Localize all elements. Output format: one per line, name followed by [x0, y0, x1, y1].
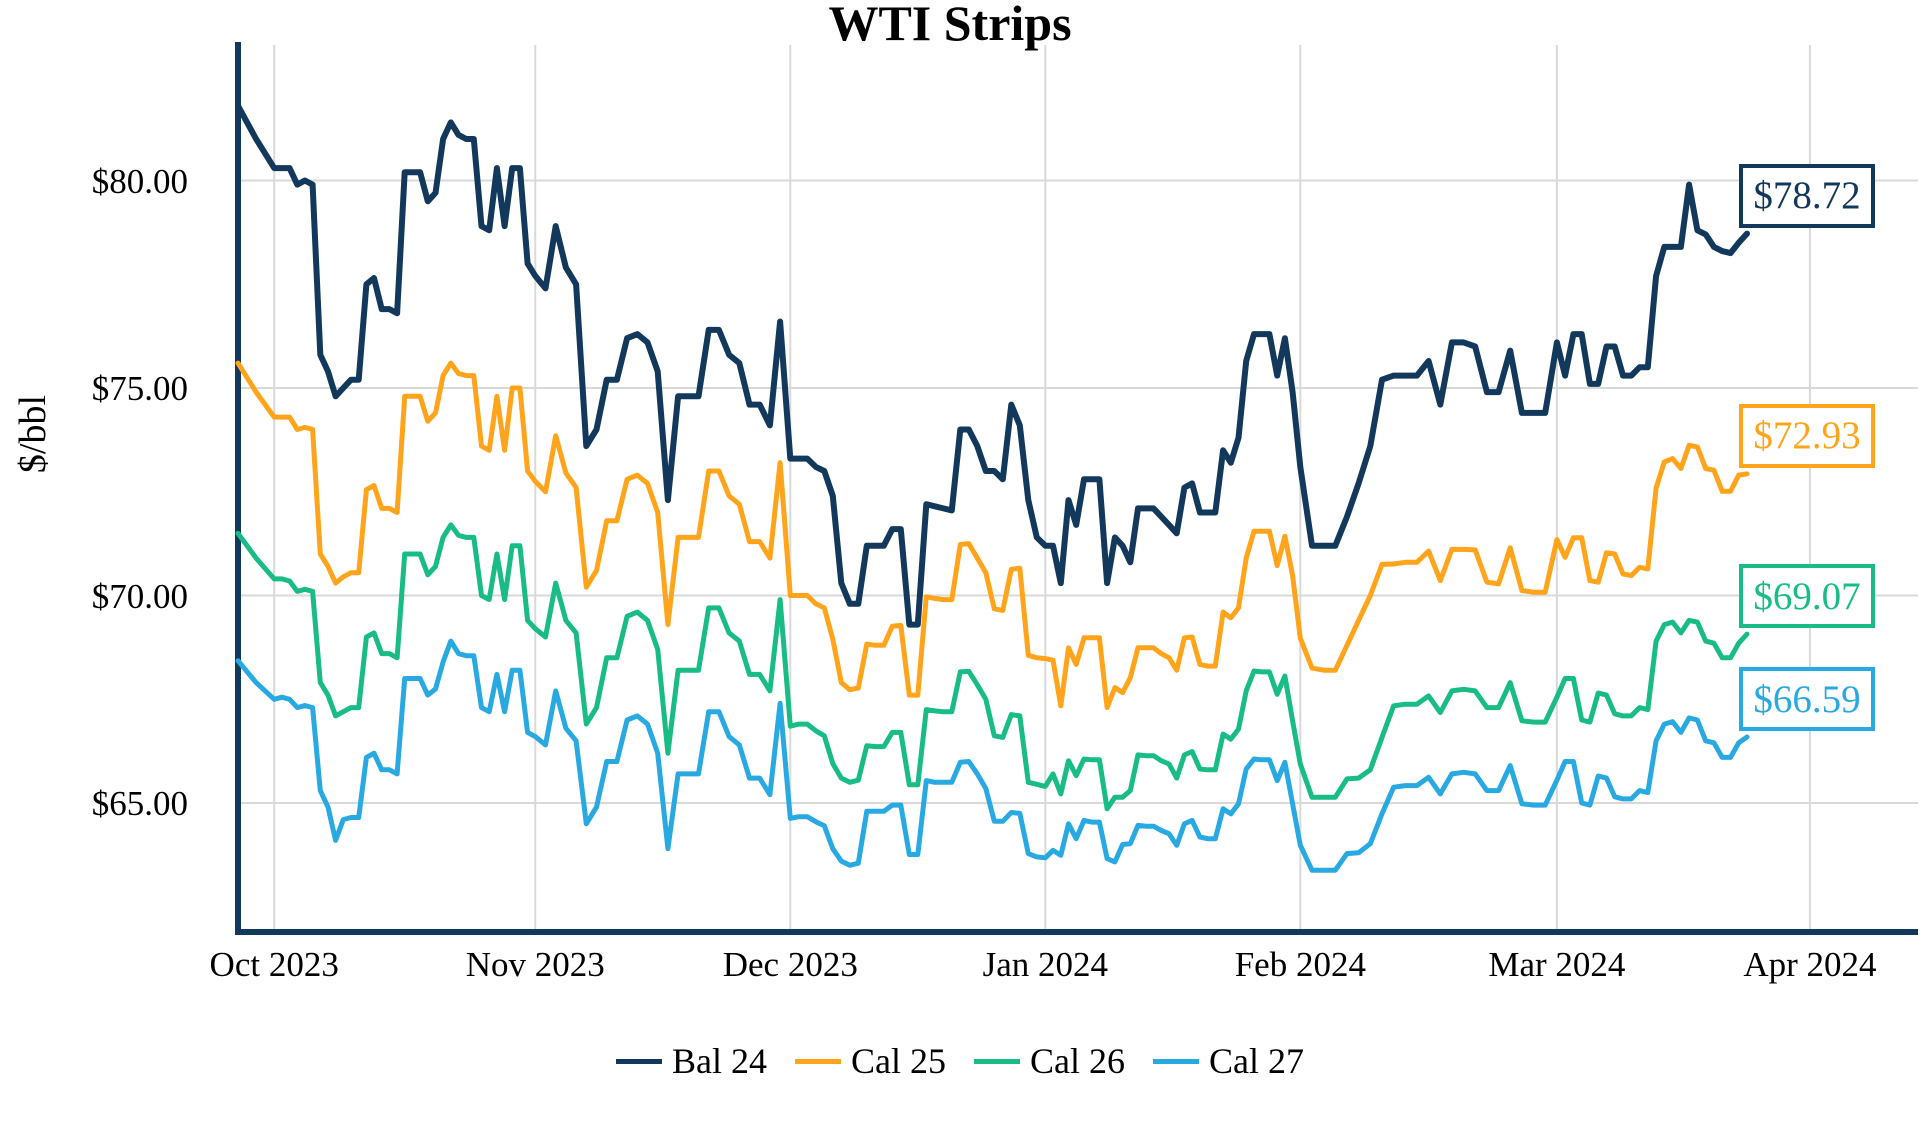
x-tick-label-apr-2024: Apr 2024 — [1743, 945, 1877, 984]
x-tick-label-mar-2024: Mar 2024 — [1488, 945, 1626, 984]
legend-label: Bal 24 — [672, 1041, 767, 1081]
end-label-cal-27: $66.59 — [1739, 667, 1875, 731]
y-axis-title: $/bbl — [12, 394, 54, 474]
end-label-bal-24: $78.72 — [1739, 163, 1875, 228]
chart-legend: Bal 24 Cal 25 Cal 26 Cal 27 — [0, 1040, 1920, 1082]
legend-line-swatch-icon — [1153, 1058, 1199, 1064]
end-label-cal-25: $72.93 — [1739, 403, 1875, 468]
legend-label: Cal 26 — [1030, 1041, 1125, 1081]
chart-line-cal-25 — [235, 360, 1750, 711]
legend-label: Cal 25 — [851, 1041, 946, 1081]
legend-label: Cal 27 — [1209, 1041, 1304, 1081]
legend-line-swatch-icon — [616, 1058, 662, 1064]
legend-line-swatch-icon — [974, 1058, 1020, 1064]
legend-line-swatch-icon — [795, 1058, 841, 1064]
x-tick-label-dec-2023: Dec 2023 — [722, 945, 858, 984]
chart-line-cal-26 — [235, 522, 1750, 812]
x-tick-label-feb-2024: Feb 2024 — [1234, 945, 1366, 984]
legend-item-cal-26: Cal 26 — [974, 1040, 1125, 1082]
chart-line-cal-27 — [235, 638, 1750, 873]
y-tick-label-80: $80.00 — [91, 161, 188, 201]
x-tick-label-oct-2023: Oct 2023 — [209, 945, 339, 984]
x-tick-label-jan-2024: Jan 2024 — [982, 945, 1109, 984]
chart-title: WTI Strips — [828, 0, 1072, 51]
legend-item-cal-25: Cal 25 — [795, 1040, 946, 1082]
y-tick-label-75: $75.00 — [91, 369, 188, 408]
chart-line-bal-24 — [235, 102, 1750, 628]
end-label-cal-26: $69.07 — [1739, 564, 1875, 629]
legend-item-cal-27: Cal 27 — [1153, 1040, 1304, 1082]
x-tick-label-nov-2023: Nov 2023 — [465, 945, 605, 984]
y-tick-label-70: $70.00 — [91, 576, 188, 616]
legend-item-bal-24: Bal 24 — [616, 1040, 767, 1082]
y-tick-label-65: $65.00 — [91, 784, 188, 823]
